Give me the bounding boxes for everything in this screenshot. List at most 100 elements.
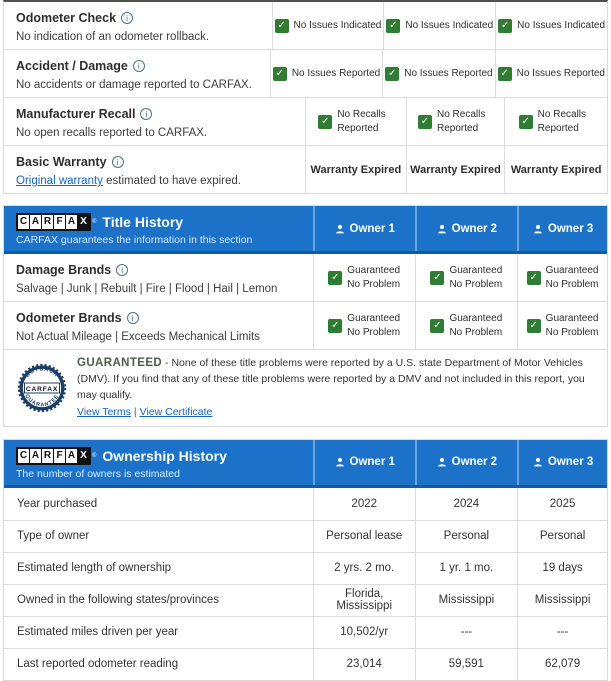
status-cell-owner3: ✓ No Issues Indicated (495, 2, 607, 49)
info-icon[interactable]: i (140, 108, 153, 120)
row-label: Basic Warranty i Original warranty estima… (4, 146, 305, 193)
info-icon[interactable]: i (121, 12, 134, 24)
value-owner3: Mississippi (517, 584, 607, 616)
value-owner1: Florida, Mississippi (312, 584, 415, 616)
logo-letter: X (78, 448, 89, 463)
status-text: No Issues Indicated (293, 20, 382, 31)
value-owner1: 2022 (312, 487, 415, 520)
table-row-manufacturer-recall: Manufacturer Recall i No open recalls rep… (4, 97, 607, 145)
owner-3-column-header: Owner 3 (517, 206, 607, 251)
row-label: Odometer Check i No indication of an odom… (4, 2, 272, 49)
person-icon (437, 224, 446, 233)
original-warranty-link[interactable]: Original warranty (16, 175, 103, 187)
value-owner2: 1 yr. 1 mo. (414, 552, 518, 584)
row-description: No accidents or damage reported to CARFA… (16, 79, 252, 91)
owner-1-column-header: Owner 1 (312, 439, 415, 485)
check-icon: ✓ (318, 114, 333, 129)
status-cell-owner1: ✓ No Recalls Reported (305, 98, 406, 145)
svg-text:CARFAX: CARFAX (26, 386, 58, 393)
section-title: Title History (102, 214, 184, 230)
value-owner3: 62,079 (517, 648, 607, 680)
info-icon[interactable]: i (116, 264, 129, 276)
row-description: No open recalls reported to CARFAX. (16, 127, 208, 139)
check-icon: ✓ (526, 318, 541, 333)
info-icon[interactable]: i (132, 60, 145, 72)
row-label: Estimated miles driven per year (17, 626, 179, 638)
guarantee-paragraph: GUARANTEED - None of these title problem… (77, 355, 599, 421)
value-owner3: 2025 (517, 487, 607, 520)
row-label: Owned in the following states/provinces (17, 594, 219, 606)
guaranteed-text: Guaranteed (347, 265, 401, 276)
buyback-guarantee-strip: BUYBACK GUARANTEE CARFAX GUARANTEED - No… (4, 349, 607, 426)
guaranteed-cell-owner2: ✓ Guaranteed No Problem (414, 254, 518, 301)
guaranteed-text: Guaranteed (347, 313, 401, 324)
row-label: Accident / Damage i No accidents or damag… (4, 50, 270, 97)
section-subtitle: The number of owners is estimated (16, 467, 180, 480)
check-icon: ✓ (418, 114, 432, 129)
status-text: No Issues Indicated (517, 20, 605, 31)
logo-letter: A (66, 448, 77, 463)
check-icon: ✓ (497, 66, 512, 81)
no-problem-text: No Problem (545, 278, 599, 290)
row-title: Manufacturer Recall (16, 107, 136, 121)
owner-2-column-header: Owner 2 (414, 439, 518, 485)
logo-letter: F (54, 215, 65, 229)
logo-letter: C (18, 448, 29, 463)
owner-label: Owner 2 (451, 222, 498, 235)
row-title: Basic Warranty (16, 155, 107, 169)
logo-letter: A (30, 448, 41, 463)
logo-letter: X (78, 215, 89, 229)
row-title: Damage Brands (16, 263, 112, 277)
status-cell-owner3: Warranty Expired (504, 146, 607, 193)
value-owner2: --- (414, 616, 518, 648)
value-owner2: Mississippi (414, 584, 518, 616)
view-terms-link[interactable]: View Terms (77, 405, 131, 418)
status-cell-owner1: Warranty Expired (305, 146, 406, 193)
guaranteed-text: Guaranteed (449, 313, 503, 324)
owner-label: Owner 3 (547, 456, 594, 468)
info-icon[interactable]: i (111, 156, 124, 168)
table-row-accident-damage: Accident / Damage i No accidents or damag… (4, 49, 607, 97)
table-row-odometer-check: Odometer Check i No indication of an odom… (4, 2, 607, 49)
status-text: Warranty Expired (310, 163, 402, 176)
row-description: Original warranty estimated to have expi… (16, 175, 293, 187)
row-description-text: estimated to have expired. (102, 175, 242, 187)
row-description: Salvage | Junk | Rebuilt | Fire | Flood … (16, 283, 278, 295)
status-text: No Issues Reported (516, 68, 605, 79)
value-owner3: 19 days (517, 552, 607, 584)
check-icon: ✓ (526, 270, 541, 285)
view-certificate-link[interactable]: View Certificate (139, 405, 213, 418)
owner-label: Owner 3 (547, 222, 594, 235)
status-text: No Issues Reported (291, 68, 381, 79)
value-owner2: 2024 (414, 487, 518, 520)
table-row-type-of-owner: Type of owner Personal lease Personal Pe… (4, 519, 607, 552)
row-description: Not Actual Mileage | Exceeds Mechanical … (16, 331, 260, 343)
person-icon (335, 224, 344, 233)
person-icon (335, 457, 344, 467)
carfax-buyback-guarantee-seal: BUYBACK GUARANTEE CARFAX (17, 363, 67, 412)
status-text: No Issues Indicated (405, 20, 494, 31)
value-owner3: Personal (517, 520, 607, 552)
row-label: Odometer Brands i Not Actual Mileage | Ex… (4, 302, 313, 349)
guarantee-body-text: - None of these title problems were repo… (77, 357, 585, 401)
owner-label: Owner 1 (349, 456, 395, 468)
row-description: No indication of an odometer rollback. (16, 31, 210, 43)
status-cell-owner2: ✓ No Recalls Reported (405, 98, 505, 145)
link-divider: | (133, 405, 137, 418)
guaranteed-cell-owner2: ✓ Guaranteed No Problem (414, 302, 518, 349)
row-label: Year purchased (17, 497, 98, 510)
guaranteed-cell-owner3: ✓ Guaranteed No Problem (517, 302, 607, 349)
check-icon: ✓ (328, 318, 343, 333)
guaranteed-cell-owner1: ✓ Guaranteed No Problem (312, 302, 415, 349)
table-row-length-of-ownership: Estimated length of ownership 2 yrs. 2 m… (4, 551, 607, 584)
check-icon: ✓ (518, 114, 533, 129)
status-cell-owner2: ✓ No Issues Indicated (383, 2, 495, 49)
info-icon[interactable]: i (126, 312, 139, 324)
row-label: Manufacturer Recall i No open recalls rep… (4, 98, 305, 145)
status-cell-owner3: ✓ No Recalls Reported (504, 98, 607, 145)
value-owner2: 59,591 (414, 648, 518, 680)
